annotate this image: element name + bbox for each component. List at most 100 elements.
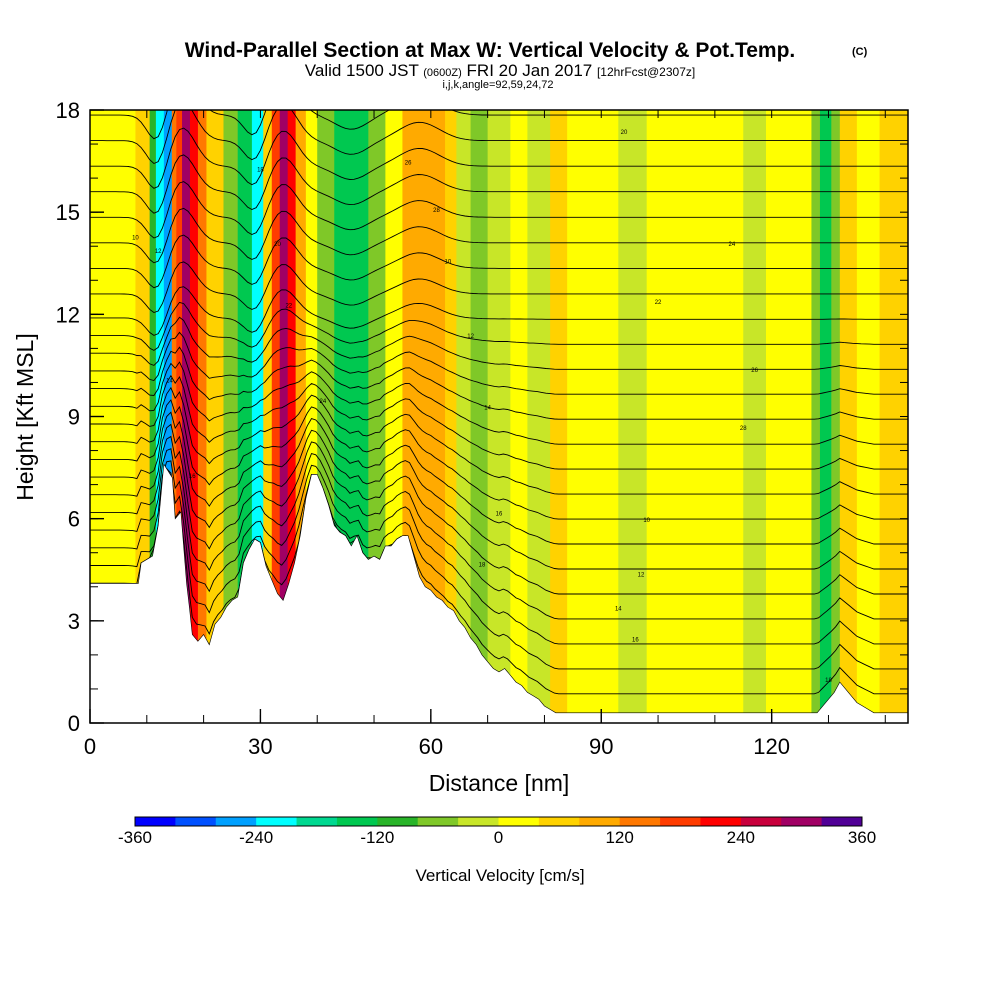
- contour-label: 26: [751, 368, 758, 374]
- w-column: [251, 110, 264, 723]
- subtitle-utc: (0600Z): [423, 67, 462, 79]
- plot-area: 10 12 14 16 18 20 22 24 26 28 10 12 14 16 18 20 22 24 26 28…: [90, 110, 908, 723]
- w-column: [416, 110, 432, 723]
- w-column: [279, 110, 289, 723]
- colorbar-swatch: [256, 817, 297, 826]
- w-column: [176, 110, 183, 723]
- colorbar-swatch: [135, 817, 176, 826]
- w-column: [510, 110, 529, 723]
- w-column: [295, 110, 307, 723]
- contour-label: 22: [655, 300, 662, 306]
- w-column: [697, 110, 722, 723]
- contour-label: 10: [132, 235, 139, 241]
- w-column: [189, 110, 199, 723]
- colorbar-tick-label: -360: [118, 828, 152, 847]
- isentrope-line: [90, 411, 908, 545]
- y-axis: 0 3 6 9 12 15 18: [56, 98, 908, 736]
- isentrope-line: [90, 467, 908, 670]
- contour-label: 22: [285, 304, 292, 310]
- colorbar-swatch: [740, 817, 782, 826]
- y-tick-label: 9: [68, 405, 80, 430]
- y-tick-label: 15: [56, 200, 80, 225]
- w-column: [669, 110, 699, 723]
- contour-label: 16: [189, 474, 196, 480]
- w-column: [743, 110, 767, 723]
- w-column: [811, 110, 821, 723]
- isentrope-line: [90, 261, 908, 314]
- colorbar-tick-label: -120: [360, 828, 394, 847]
- w-column: [445, 110, 457, 723]
- colorbar-tick-label: 120: [605, 828, 633, 847]
- contour-label: 12: [638, 573, 645, 579]
- colorbar-swatch: [660, 817, 701, 826]
- w-column: [765, 110, 790, 723]
- w-column: [618, 110, 648, 723]
- contour-label: 24: [729, 242, 736, 248]
- y-tick-label: 0: [68, 711, 80, 736]
- colorbar-swatch: [215, 817, 257, 826]
- isentrope-line: [90, 386, 908, 495]
- isentrope-line: [90, 181, 908, 239]
- colorbar-swatch: [781, 817, 823, 826]
- colorbar-swatch: [821, 817, 863, 826]
- isentrope-line: [90, 234, 908, 289]
- potential-temperature-contours: [90, 110, 908, 695]
- contour-label: 12: [155, 249, 162, 255]
- subtitle-valid: Valid 1500 JST: [305, 61, 419, 80]
- isentrope-line: [90, 467, 908, 695]
- isentrope-line: [90, 399, 908, 520]
- colorbar-ticks: -360 -240 -120 0 120 240 360: [118, 828, 876, 847]
- isentrope-line: [90, 316, 908, 370]
- contour-labels: 10 12 14 16 18 20 22 24 26 28 10 12 14 16 18 20 22 24 26 28…: [132, 130, 832, 684]
- isentrope-line: [90, 207, 908, 264]
- x-tick-label: 0: [84, 734, 96, 759]
- colorbar-swatch: [700, 817, 742, 826]
- w-column: [206, 110, 225, 723]
- isentrope-line: [90, 110, 908, 165]
- w-column: [305, 110, 318, 723]
- chart-subtitle: Valid 1500 JST (0600Z) FRI 20 Jan 2017 […: [305, 61, 695, 80]
- w-column: [287, 110, 297, 723]
- y-tick-label: 6: [68, 507, 80, 532]
- contour-label: 24: [320, 399, 327, 405]
- isentrope-line: [90, 361, 908, 445]
- w-column: [839, 110, 858, 723]
- isentrope-line: [90, 435, 908, 595]
- isentrope-line: [90, 460, 908, 645]
- contour-label: 10: [445, 259, 452, 265]
- contour-label: 14: [615, 607, 622, 613]
- w-column: [271, 110, 281, 723]
- contour-label: 18: [257, 167, 264, 173]
- contour-label: 14: [484, 406, 491, 412]
- isentrope-line: [90, 374, 908, 470]
- w-column: [487, 110, 511, 723]
- chart-title: Wind-Parallel Section at Max W: Vertical…: [185, 39, 796, 62]
- contour-label: 16: [496, 511, 503, 517]
- colorbar-tick-label: 360: [848, 828, 876, 847]
- contour-label: 26: [405, 160, 412, 166]
- w-column: [149, 110, 157, 723]
- w-column: [197, 110, 208, 723]
- x-axis: 0 30 60 90 120: [84, 110, 886, 759]
- contour-label: 18: [479, 562, 486, 568]
- w-column: [163, 110, 173, 723]
- colorbar-tick-label: 0: [494, 828, 503, 847]
- y-tick-label: 3: [68, 609, 80, 634]
- colorbar-swatch: [336, 817, 378, 826]
- w-column: [788, 110, 813, 723]
- colorbar-swatch: [579, 817, 621, 826]
- contour-label: 28: [433, 208, 440, 214]
- colorbar-swatch: [175, 817, 217, 826]
- w-column: [589, 110, 619, 723]
- chart-subtitle-indices: i,j,k,angle=92,59,24,72: [442, 79, 553, 91]
- title-mark: (C): [852, 46, 868, 58]
- y-axis-label: Height [Kft MSL]: [12, 333, 38, 500]
- colorbar-swatch: [458, 817, 499, 826]
- isentrope-line: [90, 331, 908, 395]
- w-column: [470, 110, 489, 723]
- contour-label: 16: [632, 637, 639, 643]
- x-tick-label: 30: [248, 734, 272, 759]
- isentrope-line: [90, 448, 908, 620]
- contour-label: 14: [166, 378, 173, 384]
- x-tick-label: 120: [753, 734, 790, 759]
